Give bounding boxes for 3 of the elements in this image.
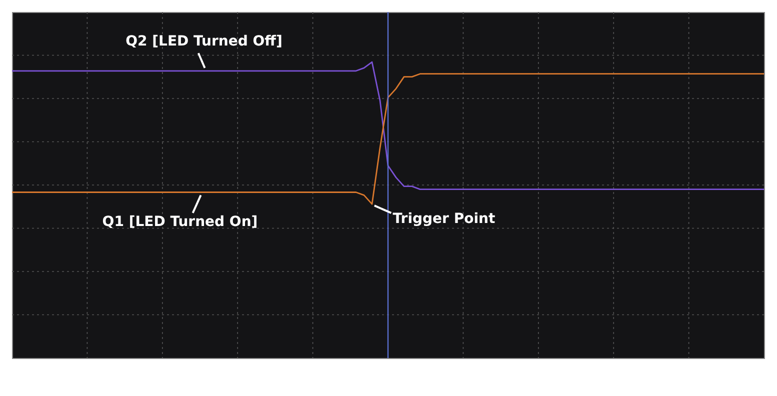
series-label: Q1 [LED Turned On] — [102, 214, 258, 230]
series-label: Q2 [LED Turned Off] — [126, 33, 282, 50]
annotation: Trigger Point — [392, 210, 496, 227]
